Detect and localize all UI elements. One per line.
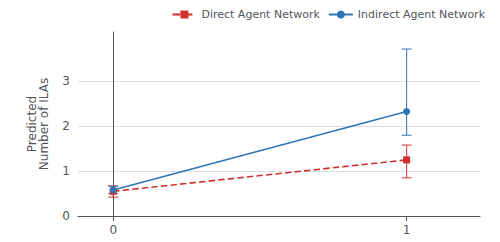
svg-text:Number of ILAs: Number of ILAs <box>37 78 51 170</box>
svg-text:Indirect Agent Network: Indirect Agent Network <box>358 8 486 21</box>
svg-text:Predicted: Predicted <box>25 95 39 153</box>
svg-text:1: 1 <box>403 223 411 237</box>
svg-text:0: 0 <box>109 223 117 237</box>
svg-text:3: 3 <box>62 74 70 88</box>
svg-text:1: 1 <box>62 164 70 178</box>
svg-text:Direct Agent Network: Direct Agent Network <box>201 8 320 21</box>
svg-text:0: 0 <box>62 209 70 223</box>
svg-text:2: 2 <box>62 119 70 133</box>
